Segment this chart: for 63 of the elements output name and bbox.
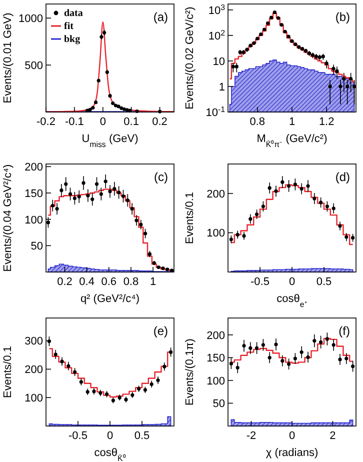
x-axis-title: χ (radians) — [266, 447, 318, 459]
x-tick-label: -0.1 — [64, 116, 84, 128]
y-axis-title: Events/0.1 — [2, 346, 14, 398]
y-tick-label: 200 — [206, 188, 225, 200]
x-tick-label: 0.8 — [123, 276, 139, 288]
annotation: (e) — [153, 324, 168, 338]
x-tick-label: 0 — [100, 116, 106, 128]
x-tick-label: 0 — [106, 430, 114, 442]
y-axis-title: Events/(0.04 GeV²/c⁴) — [2, 164, 14, 272]
x-tick-label: 0.2 — [57, 276, 72, 288]
y-tick-label: 10$^{2}$ — [208, 28, 225, 42]
y-tick-label: 50 — [212, 398, 225, 410]
x-tick-label: 0 — [288, 276, 296, 288]
x-tick-label: 1.2 — [318, 116, 334, 128]
y-tick-label: 100 — [24, 392, 43, 405]
y-axis-title: Events/0.1 — [184, 192, 196, 244]
x-tick-label: -0.5 — [68, 430, 88, 442]
x-tick-label: -0.2 — [36, 116, 56, 128]
y-tick-label: 100 — [206, 375, 225, 388]
y-tick-label: 10 — [212, 56, 225, 68]
y-tick-label: 300 — [24, 336, 43, 348]
y-tick-label: 1000 — [18, 13, 43, 26]
y-tick-label: 50 — [30, 240, 43, 253]
y-tick-label: 150 — [206, 352, 225, 365]
annotation: (b) — [335, 10, 350, 24]
x-tick-label: 0.6 — [101, 276, 117, 288]
y-tick-label: 1 — [218, 81, 225, 94]
annotation: (a) — [153, 10, 168, 24]
x-axis-title: M$_{K̄⁰π⁻}$ (GeV/c²) — [256, 133, 328, 148]
legend-label: bkg — [64, 34, 80, 45]
y-axis-title: Events/(0.02 GeV/c²) — [184, 6, 196, 110]
x-tick-label: 0.2 — [152, 116, 168, 128]
x-tick-label: 1 — [288, 116, 296, 128]
annotation: (d) — [335, 170, 350, 184]
y-tick-label: 10$^{-1}$ — [206, 104, 226, 119]
y-tick-label: 200 — [24, 364, 43, 376]
x-tick-label: 0 — [288, 430, 296, 442]
x-tick-label: 0.5 — [316, 276, 332, 288]
legend-label: data — [64, 8, 83, 19]
legend-label: fit — [64, 21, 74, 32]
x-tick-label: 0.1 — [124, 116, 139, 128]
x-tick-label: -0.5 — [250, 276, 270, 288]
y-tick-label: 100 — [206, 228, 225, 240]
y-tick-label: 100 — [24, 214, 43, 226]
y-tick-label: 500 — [24, 60, 43, 72]
y-tick-label: 150 — [24, 188, 43, 200]
x-axis-title: cosθ$_{K̄⁰}$ — [94, 447, 126, 462]
y-tick-label: 200 — [24, 162, 43, 174]
x-axis-title: cosθ$_{e⁺}$ — [276, 293, 308, 308]
annotation: (c) — [154, 170, 168, 184]
x-tick-label: 0.5 — [134, 430, 150, 442]
x-tick-label: 0.4 — [79, 276, 94, 288]
y-axis-title: Events/(0.01 GeV) — [2, 12, 14, 104]
x-axis-title: q² (GeV²/c⁴) — [80, 293, 140, 305]
x-axis-title: U$_{miss}$ (GeV) — [82, 133, 138, 148]
annotation: (f) — [338, 324, 350, 338]
x-tick-label: 2 — [330, 430, 336, 442]
y-tick-label: 200 — [206, 330, 225, 342]
x-tick-label: 0.8 — [250, 116, 266, 128]
y-tick-label: 10$^{3}$ — [208, 2, 226, 17]
x-tick-label: 1 — [150, 276, 156, 288]
y-axis-title: Events/(0.1π) — [184, 338, 196, 406]
x-tick-label: -2 — [246, 430, 256, 442]
